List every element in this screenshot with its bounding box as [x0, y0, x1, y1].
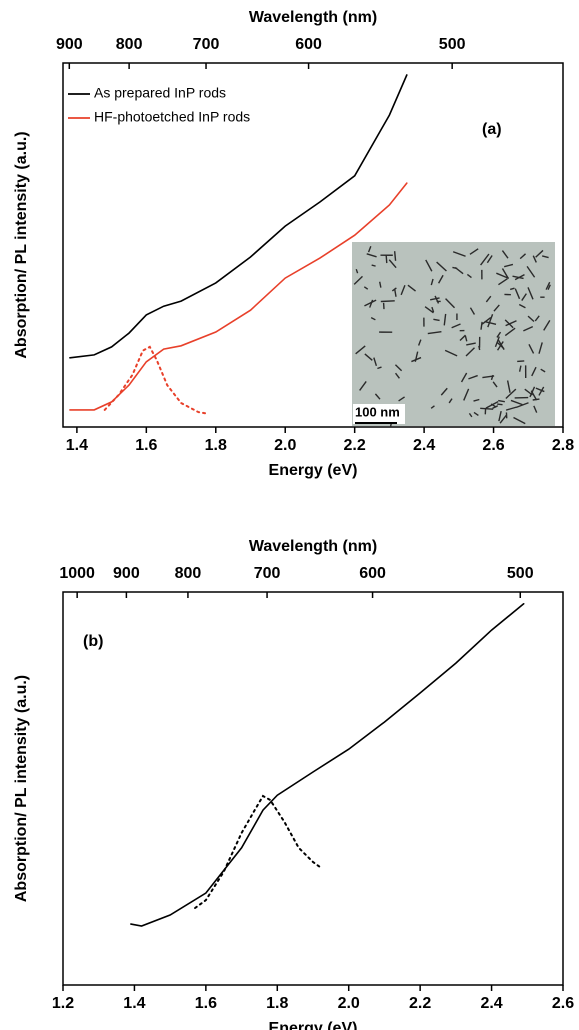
inset-rod: [479, 346, 480, 350]
x2-tick-label: 800: [175, 565, 202, 582]
x-tick-label: 1.6: [195, 995, 217, 1012]
inset-rod: [533, 399, 540, 400]
panel-label: (a): [482, 121, 502, 138]
inset-rod: [386, 255, 387, 263]
inset-image: 100 nm: [352, 242, 555, 427]
data-line: [195, 796, 320, 908]
x-tick-label: 1.4: [123, 995, 145, 1012]
data-line: [131, 604, 524, 926]
x-tick-label: 1.4: [66, 437, 88, 454]
inset-rod: [452, 267, 457, 268]
x2-tick-label: 500: [439, 36, 466, 53]
figure: 1.4 1.6 1.8 2.0 2.2 2.4 2.6 2.8 900 800 700 600 500 E…: [0, 0, 579, 1030]
inset-rod: [395, 251, 396, 261]
legend-label: HF-photoetched InP rods: [94, 109, 250, 125]
x-tick-label: 2.6: [552, 995, 574, 1012]
inset-rod: [381, 301, 395, 302]
x-tick-label: 2.0: [338, 995, 360, 1012]
x2-tick-label: 1000: [59, 565, 95, 582]
legend-label: As prepared InP rods: [94, 85, 226, 101]
panel-label: (b): [83, 633, 103, 650]
x-tick-label: 1.6: [135, 437, 157, 454]
x-axis-label: Energy (eV): [269, 462, 358, 479]
inset-rod: [517, 361, 524, 362]
x2-tick-label: 700: [254, 565, 281, 582]
data-line: [105, 347, 209, 414]
inset-label: 100 nm: [355, 404, 400, 419]
x2-tick-label: 600: [359, 565, 386, 582]
x-tick-label: 2.0: [274, 437, 296, 454]
x2-tick-label: 900: [56, 36, 83, 53]
x-tick-label: 2.6: [482, 437, 504, 454]
y-axis-label: Absorption/ PL intensity (a.u.): [13, 131, 30, 358]
x-tick-label: 2.2: [409, 995, 431, 1012]
x-tick-label: 1.8: [205, 437, 227, 454]
x-tick-label: 1.2: [52, 995, 74, 1012]
x-axis-label: Energy (eV): [269, 1020, 358, 1030]
inset-rod: [497, 404, 502, 405]
x2-tick-label: 600: [295, 36, 322, 53]
x2-tick-label: 500: [507, 565, 534, 582]
x2-axis-label: Wavelength (nm): [249, 538, 377, 555]
x2-tick-label: 800: [116, 36, 143, 53]
x-tick-label: 2.4: [413, 437, 435, 454]
x-tick-label: 2.2: [344, 437, 366, 454]
x2-axis-label: Wavelength (nm): [249, 9, 377, 26]
inset-background: [352, 242, 555, 426]
x2-tick-label: 900: [113, 565, 140, 582]
x-tick-label: 2.8: [552, 437, 574, 454]
y-axis-label: Absorption/ PL intensity (a.u.): [13, 675, 30, 902]
x2-tick-label: 700: [193, 36, 220, 53]
x-tick-label: 2.4: [480, 995, 502, 1012]
x-tick-label: 1.8: [266, 995, 288, 1012]
